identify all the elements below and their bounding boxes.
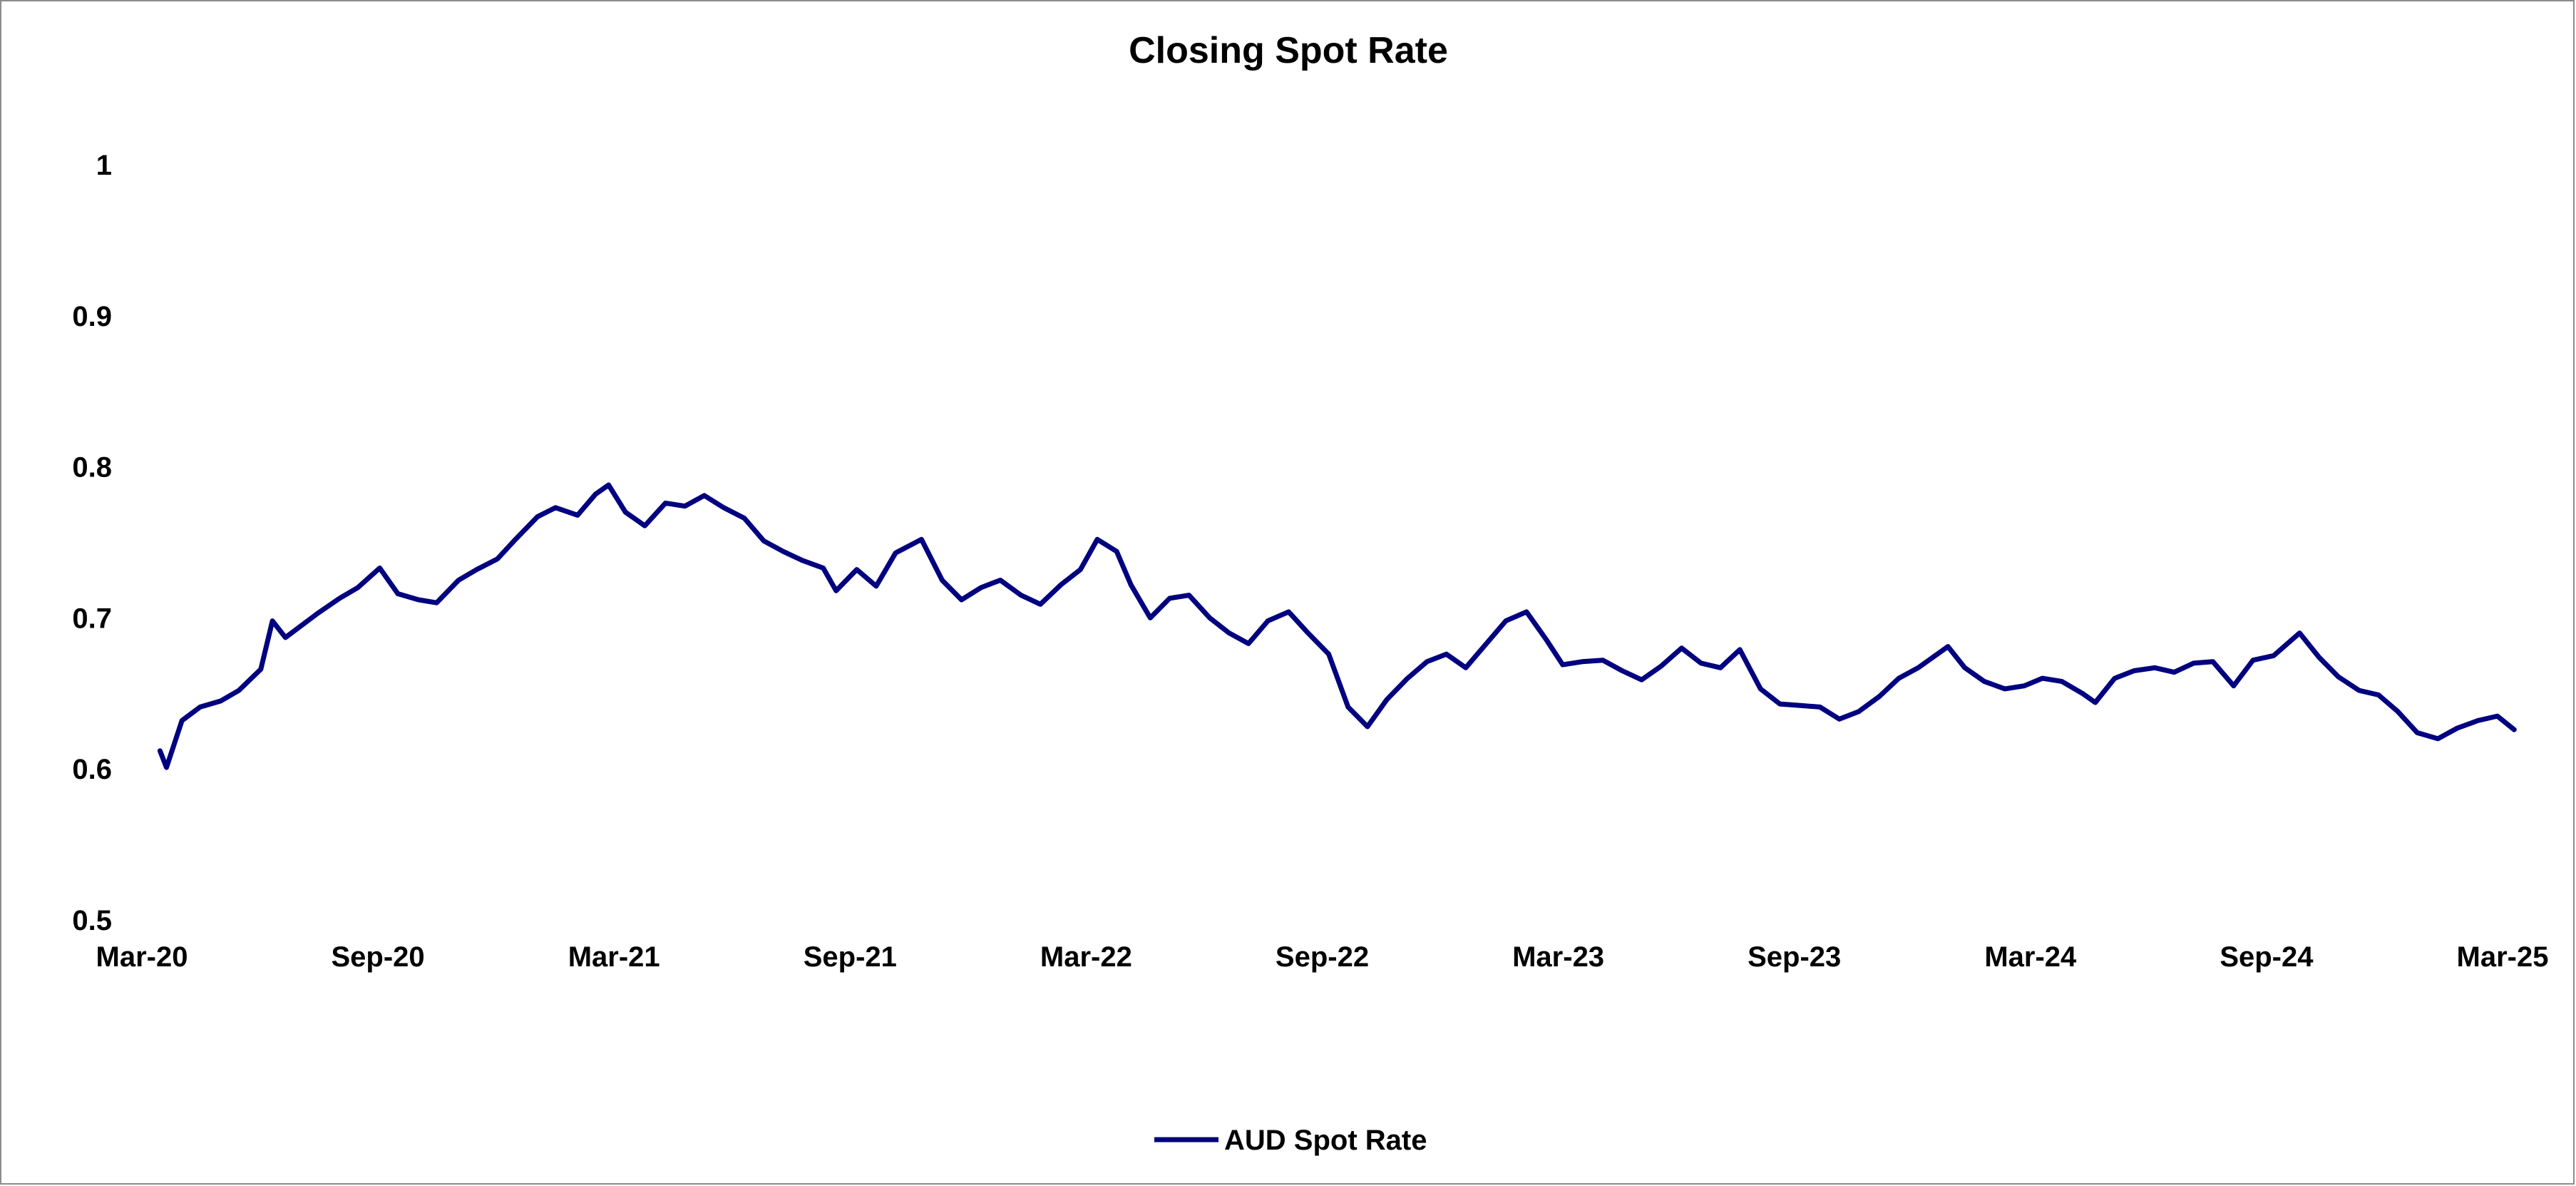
x-axis-ticks: Mar-20 Sep-20 Mar-21 Sep-21 Mar-22 Sep-22 Mar-… — [96, 941, 2549, 973]
y-tick-label: 0.7 — [72, 603, 112, 634]
plot-area — [157, 482, 2517, 770]
y-tick-label: 1 — [96, 150, 112, 181]
x-tick-label: Mar-23 — [1512, 941, 1604, 973]
x-tick-label: Mar-24 — [1984, 941, 2077, 973]
x-tick-label: Sep-23 — [1748, 941, 1841, 973]
x-tick-label: Sep-22 — [1276, 941, 1369, 973]
x-tick-label: Sep-20 — [332, 941, 425, 973]
legend-label: AUD Spot Rate — [1224, 1125, 1427, 1156]
x-tick-label: Mar-25 — [2457, 941, 2549, 973]
y-tick-label: 0.8 — [72, 452, 112, 484]
x-tick-label: Sep-21 — [804, 941, 897, 973]
x-tick-label: Mar-21 — [568, 941, 660, 973]
y-tick-label: 0.5 — [72, 905, 112, 936]
x-tick-label: Mar-20 — [96, 941, 188, 973]
x-tick-label: Mar-22 — [1040, 941, 1132, 973]
legend: AUD Spot Rate — [1154, 1125, 1427, 1156]
chart-title: Closing Spot Rate — [1129, 30, 1448, 71]
series-line-aud-spot-rate — [157, 482, 2517, 770]
y-axis-ticks: 1 0.9 0.8 0.7 0.6 0.5 — [72, 150, 112, 936]
y-tick-label: 0.9 — [72, 301, 112, 332]
y-tick-label: 0.6 — [72, 754, 112, 785]
x-tick-label: Sep-24 — [2220, 941, 2314, 973]
